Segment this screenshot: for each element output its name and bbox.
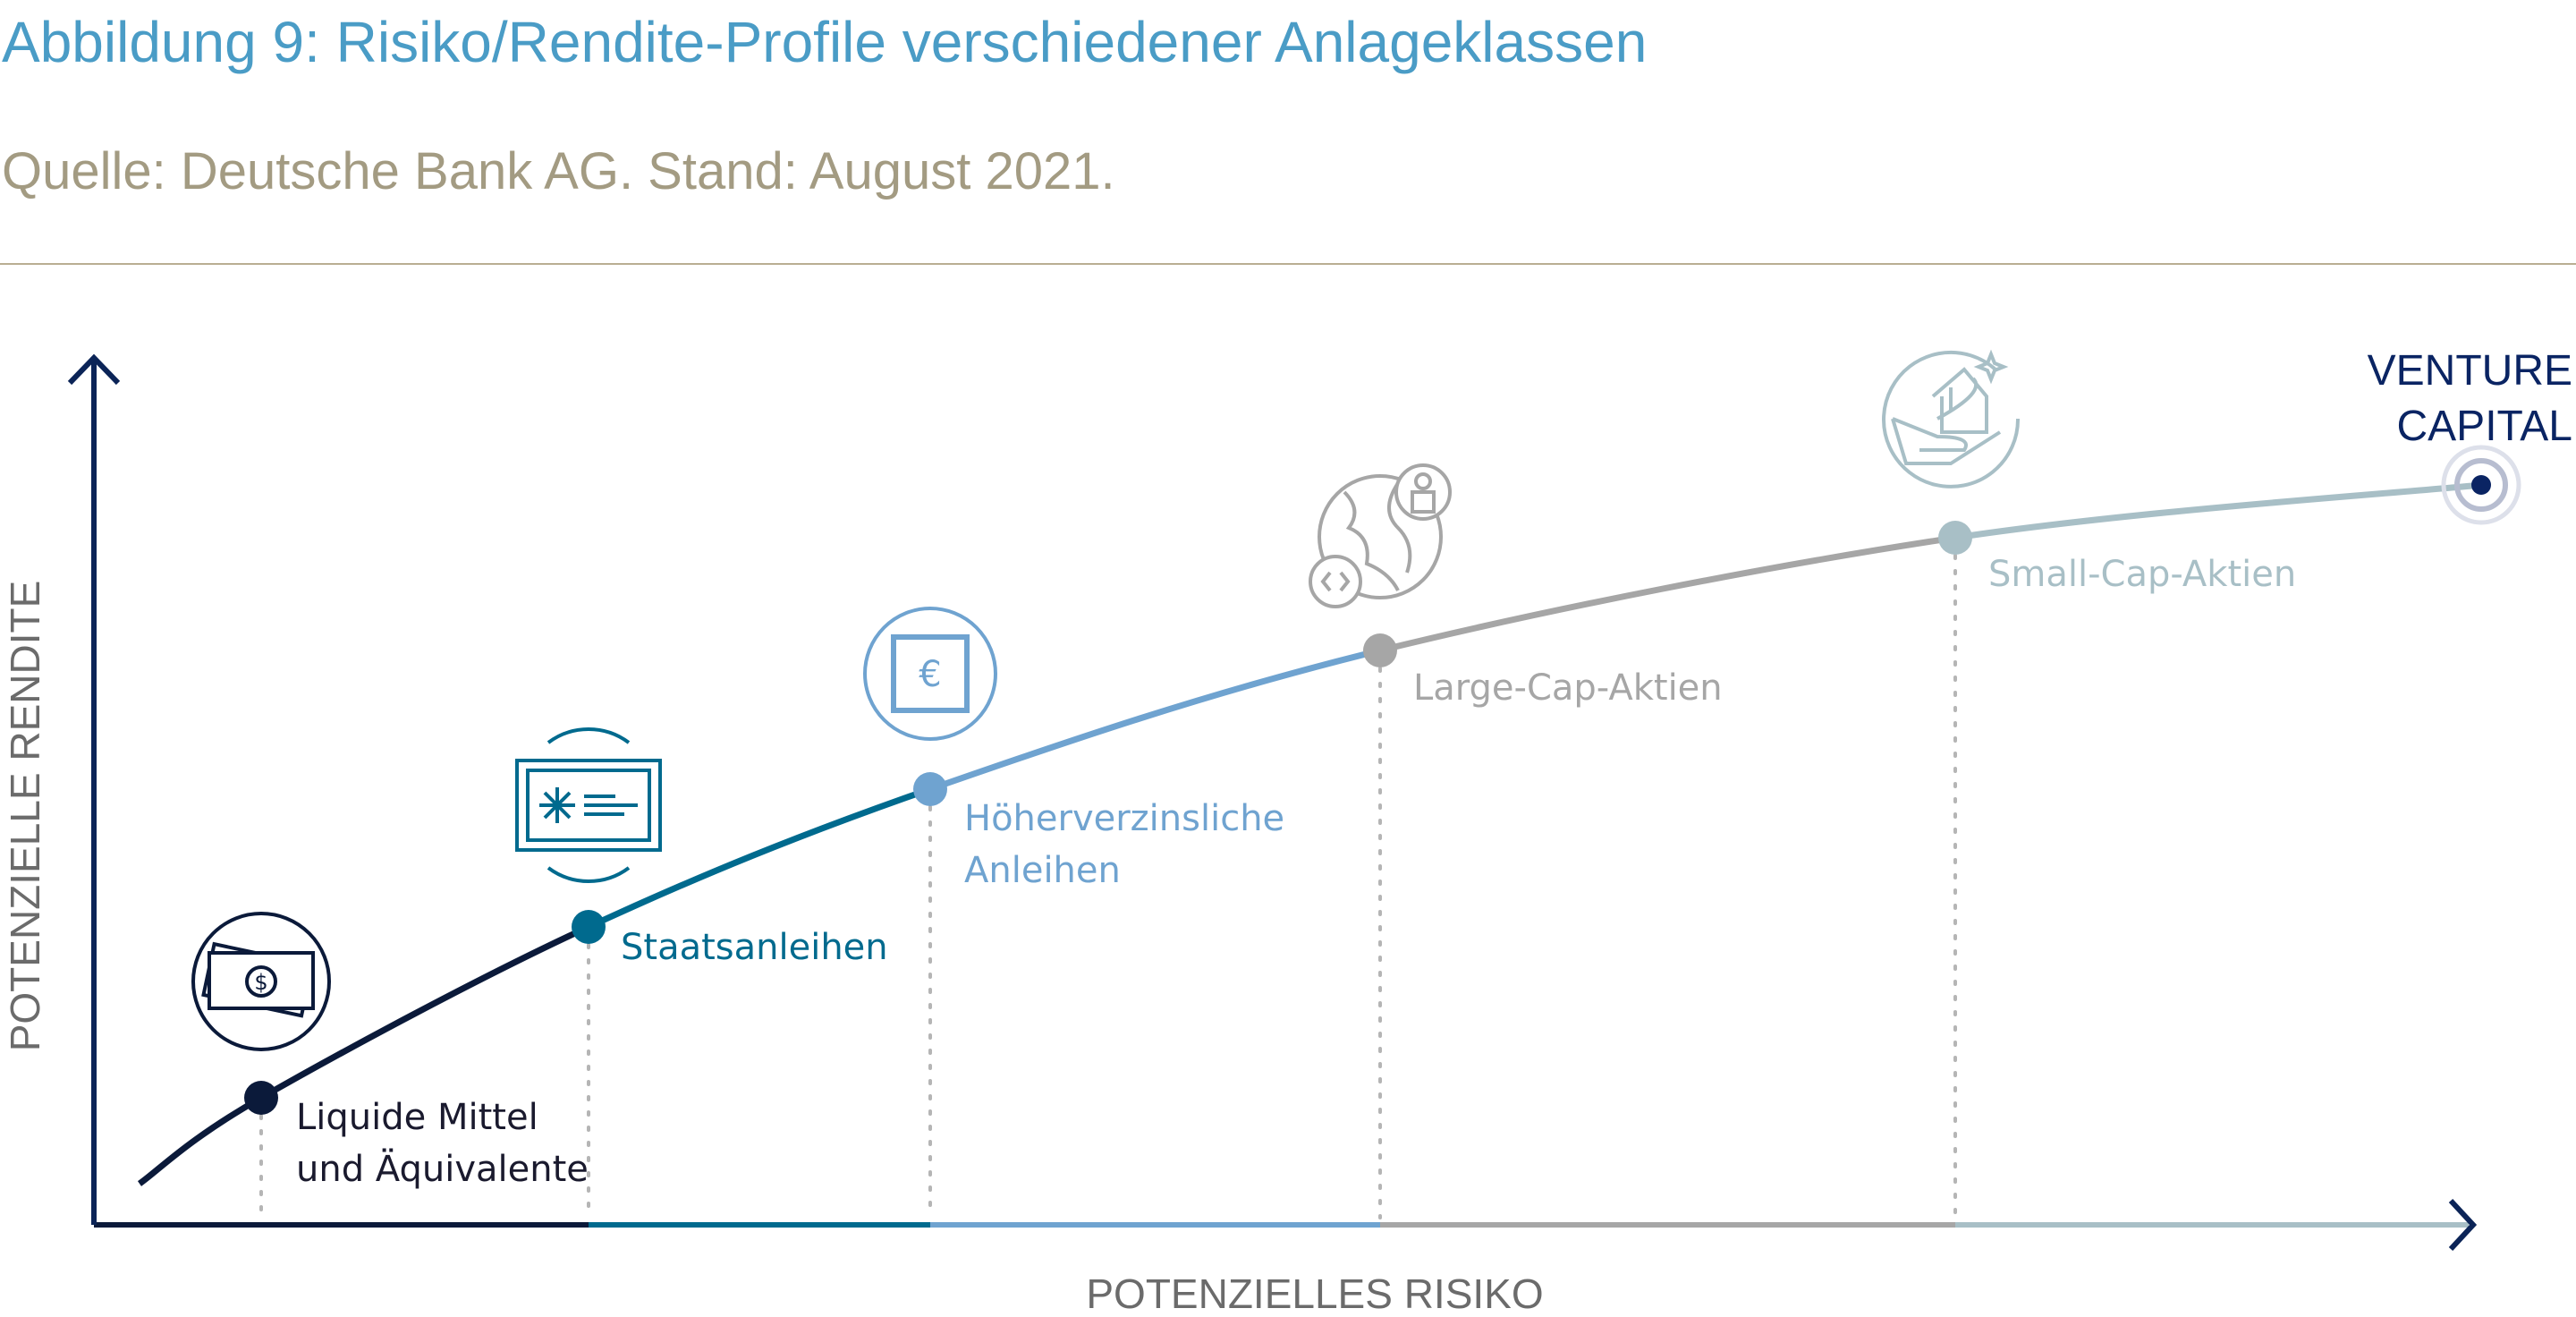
svg-text:€: € [919,654,941,695]
divider [0,263,2576,265]
curve-segment [1954,481,2482,541]
data-point [2471,475,2491,495]
category-label: Small-Cap-Aktien [1988,554,2296,595]
data-point [1938,521,1972,555]
category-label: Staatsanleihen [621,927,888,968]
data-point [913,772,947,806]
category-label: Large-Cap-Aktien [1413,667,1723,709]
data-point [572,910,606,944]
curve-segment [587,786,932,930]
x-axis-label: POTENZIELLES RISIKO [1086,1270,1543,1317]
curve-segment [137,1094,263,1186]
target-ring [2454,458,2508,512]
euro-note-icon: € [863,607,997,741]
y-axis-arrow [67,353,121,386]
category-label: Höherverzinsliche Anleihen [964,798,1284,891]
data-point [244,1081,278,1115]
category-label-venture-capital: VENTURE CAPITAL [2368,347,2572,450]
figure-source: Quelle: Deutsche Bank AG. Stand: August … [2,142,1115,200]
x-axis-arrow [2448,1198,2478,1252]
curve-segment [259,923,590,1101]
curve-segment [1379,534,1956,654]
cash-icon: $ [191,912,331,1051]
bond-certificate-icon [515,727,662,883]
globe-person-icon [1309,463,1452,608]
curve-segment [928,647,1381,793]
target-ring [2441,445,2521,525]
y-axis-label: POTENZIELLE RENDITE [2,581,48,1052]
data-point [1363,633,1397,667]
category-label: Liquide Mittel und Äquivalente [296,1097,589,1190]
svg-text:$: $ [254,970,267,995]
house-in-hand-icon [1882,349,2021,489]
figure-title: Abbildung 9: Risiko/Rendite-Profile vers… [2,10,1648,74]
